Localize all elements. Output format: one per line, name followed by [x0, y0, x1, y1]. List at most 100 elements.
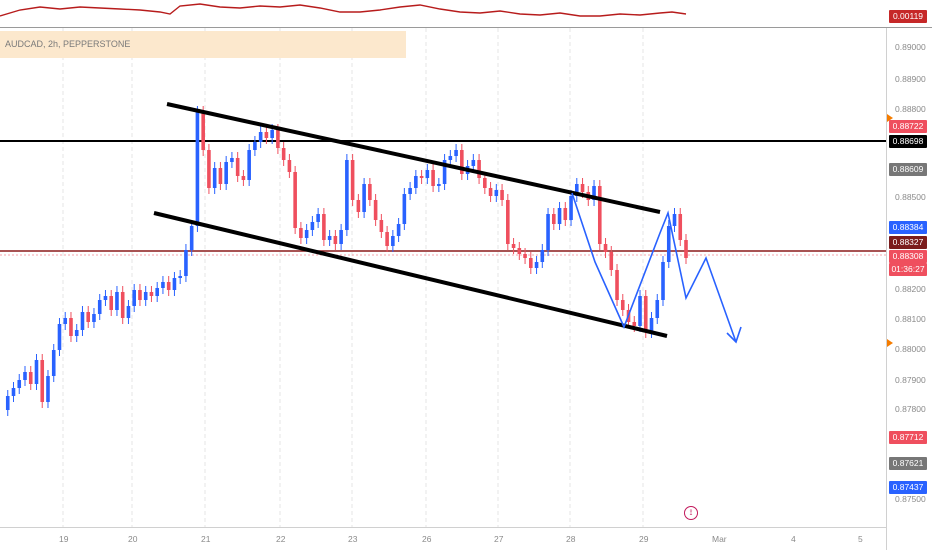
channel-upper-trendline[interactable]: [166, 102, 661, 214]
candle-body: [143, 292, 148, 300]
symbol-legend[interactable]: AUDCAD, 2h, PEPPERSTONE: [0, 31, 406, 58]
candle-body: [551, 214, 556, 224]
candle-body: [603, 244, 608, 252]
indicator-line: [0, 3, 687, 17]
candle-body: [97, 300, 102, 314]
candle-body: [40, 360, 45, 402]
date-axis-label: 20: [128, 534, 138, 544]
candle-body: [23, 372, 27, 380]
candle-body: [149, 292, 154, 296]
candle-body: [460, 150, 464, 174]
candle-body: [356, 200, 361, 212]
candle-body: [442, 160, 447, 184]
candle-body: [649, 318, 654, 332]
candle-body: [523, 254, 527, 258]
candle-body: [483, 178, 487, 188]
candle-body: [402, 194, 407, 224]
candle-body: [46, 376, 50, 402]
candle-body: [540, 250, 545, 262]
candle-body: [655, 300, 660, 318]
candle-body: [316, 214, 320, 222]
candle-body: [408, 188, 412, 194]
price-axis-label: 0.89000: [895, 42, 926, 52]
candle-body: [287, 160, 292, 172]
candle-body: [615, 270, 619, 300]
candle-body: [620, 300, 625, 310]
candle-body: [247, 150, 251, 180]
candle-body: [431, 170, 435, 186]
candle-body: [264, 132, 269, 138]
candle-body: [477, 160, 481, 178]
indicator-value-tag: 0.00119: [889, 10, 927, 23]
candle-body: [448, 156, 453, 160]
candle-body: [270, 130, 274, 138]
price-axis-label: 0.87800: [895, 404, 926, 414]
candle-body: [597, 186, 602, 244]
candle-body: [17, 380, 22, 388]
date-axis-label: 23: [348, 534, 358, 544]
candle-body: [500, 190, 504, 200]
candle-body: [666, 226, 671, 262]
price-axis-label: 0.88800: [895, 104, 926, 114]
resistance-line-tag: 0.88698: [889, 135, 927, 148]
candle-body: [339, 230, 343, 244]
candle-body: [293, 172, 297, 228]
candle-body: [184, 250, 188, 276]
candle-body: [28, 372, 33, 384]
candle-body: [115, 292, 119, 310]
candle-body: [580, 184, 585, 192]
date-axis-label: 5: [858, 534, 863, 544]
bottom-blue-price-tag: 0.87437: [889, 481, 927, 494]
blue-price-tag: 0.88384: [889, 221, 927, 234]
candle-body: [74, 330, 79, 336]
candle-body: [86, 312, 91, 322]
candle-body: [632, 322, 637, 326]
candle-body: [379, 220, 384, 232]
candle-body: [529, 258, 533, 268]
candle-body: [276, 130, 280, 148]
date-axis-label: 21: [201, 534, 211, 544]
date-axis-label: 22: [276, 534, 286, 544]
projection-path[interactable]: [571, 192, 737, 343]
candle-body: [299, 228, 303, 238]
calendar-event-icon[interactable]: ⟟: [684, 506, 698, 520]
candle-body: [609, 252, 614, 270]
price-axis-label: 0.88500: [895, 192, 926, 202]
candle-body: [172, 278, 177, 290]
candles-group: [5, 106, 688, 416]
candle-body: [425, 170, 430, 178]
candle-body: [494, 190, 499, 196]
support-line-tag: 0.88327: [889, 236, 927, 249]
candle-body: [189, 226, 194, 250]
candle-body: [132, 290, 137, 306]
price-axis-label: 0.88900: [895, 74, 926, 84]
candle-body: [678, 214, 683, 240]
candle-body: [92, 314, 96, 322]
candle-body: [684, 240, 688, 258]
current-price-tag: 0.88308: [889, 250, 927, 263]
gray-price-tag-2: 0.87621: [889, 457, 927, 470]
candle-body: [212, 168, 217, 188]
date-axis-label: 29: [639, 534, 649, 544]
gray-price-tag-1: 0.88609: [889, 163, 927, 176]
alert-marker-2: [887, 339, 893, 347]
candle-body: [178, 276, 182, 278]
candle-body: [373, 200, 378, 220]
date-axis-label: 26: [422, 534, 432, 544]
candle-body: [471, 160, 476, 166]
countdown-tag: 01:36:27: [889, 263, 927, 276]
candle-body: [385, 232, 389, 246]
candle-body: [437, 184, 441, 186]
candle-body: [350, 160, 355, 200]
candle-body: [511, 244, 516, 248]
candle-body: [63, 318, 68, 324]
channel-lower-trendline[interactable]: [153, 211, 668, 338]
candle-body: [138, 290, 142, 300]
candle-body: [391, 236, 395, 246]
candle-body: [362, 184, 366, 212]
candle-body: [454, 150, 458, 156]
candle-body: [304, 230, 309, 238]
candle-body: [224, 162, 228, 184]
